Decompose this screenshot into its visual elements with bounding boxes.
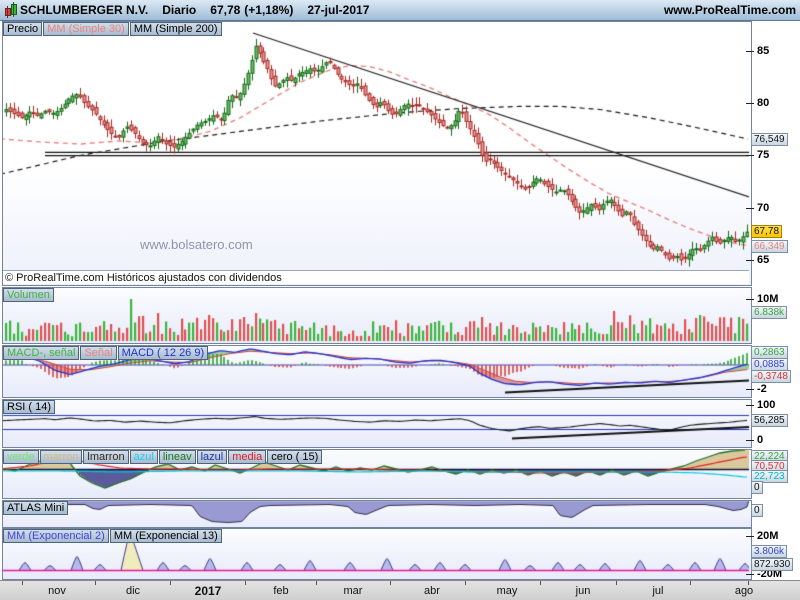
tab-precio[interactable]: Precio <box>3 22 43 36</box>
axis-tick-75: 75 <box>757 149 770 161</box>
quote-date: 27-jul-2017 <box>307 3 370 17</box>
candlestick-icon <box>3 2 18 18</box>
month-tickmark <box>245 581 246 585</box>
axis-tick-10m: 10M <box>757 293 779 305</box>
axis-tick-0: 0 <box>757 434 764 446</box>
axis-tick-2: -2 <box>757 383 767 395</box>
tab-lazul[interactable]: lazul <box>196 450 228 464</box>
macd_panel-tabrow: MACD-, señal Señal MACD ( 12 26 9) <box>3 346 209 360</box>
month-label-feb: feb <box>273 585 289 597</box>
month-label-abr: abr <box>424 585 440 597</box>
axis-tick-20m: 20M <box>757 530 779 542</box>
month-tickmark <box>22 581 23 585</box>
tab-macd-12-26-9[interactable]: MACD ( 12 26 9) <box>117 346 209 360</box>
month-tickmark <box>95 581 96 585</box>
copyright-caption: © ProRealTime.com Históricos ajustados c… <box>3 270 749 284</box>
mm_panel-tabrow: MM (Exponencial 2) MM (Exponencial 13) <box>3 529 223 543</box>
axis-value-box-0-2863: 0,2863 <box>751 346 788 359</box>
month-tickmark <box>690 581 691 585</box>
month-label-ago: ago <box>734 585 754 597</box>
atlas-mini-panel <box>2 500 752 528</box>
month-label-may: may <box>496 585 518 597</box>
tab-lmarron[interactable]: lmarron <box>83 450 129 464</box>
tab-azul[interactable]: azul <box>129 450 158 464</box>
tab-mm-simple-30[interactable]: MM (Simple 30) <box>43 22 129 36</box>
symbol-title: SCHLUMBERGER N.V. <box>20 3 149 17</box>
tab-mm-exponencial-2[interactable]: MM (Exponencial 2) <box>3 529 109 543</box>
axis-tick-70: 70 <box>757 202 770 214</box>
rsi-panel <box>2 399 752 448</box>
axis-tick-65: 65 <box>757 254 770 266</box>
axis-value-box-0: 0 <box>751 504 763 517</box>
last-price: 67,78 <box>210 3 241 17</box>
rsi_panel-tabrow: RSI ( 14) <box>3 400 56 414</box>
tab-mm-simple-200[interactable]: MM (Simple 200) <box>129 22 222 36</box>
axis-value-box-22-224: 22,224 <box>751 450 788 463</box>
axis-value-box-0-3748: -0,3748 <box>751 370 791 383</box>
chart-watermark: www.bolsatero.com <box>140 237 253 252</box>
axis-value-box-0-0885: 0,0885 <box>751 358 788 371</box>
tab-mm-exponencial-13[interactable]: MM (Exponencial 13) <box>109 529 222 543</box>
tab-marron[interactable]: marron <box>39 450 83 464</box>
volume_panel-tabrow: Volumen <box>3 288 55 302</box>
tab-se-al[interactable]: Señal <box>80 346 117 360</box>
volume-panel <box>2 287 752 344</box>
axis-value-box-0: 0 <box>751 481 763 494</box>
price_panel-tabrow: Precio MM (Simple 30) MM (Simple 200) <box>3 22 223 36</box>
month-tickmark <box>540 581 541 585</box>
axis-value-box-6-838k: 6.838k <box>751 306 788 319</box>
month-label-dic: dic <box>125 585 141 597</box>
price-change: (+1,18%) <box>244 3 294 17</box>
tab-media[interactable]: media <box>228 450 267 464</box>
month-label-jul: jul <box>652 585 664 597</box>
axis-value-box-22-723: 22,723 <box>751 470 788 483</box>
atlas_panel-tabrow: ATLAS Mini <box>3 501 69 515</box>
axis-value-box-872-930: 872.930 <box>751 558 794 571</box>
axis-value-box-76-549: 76,549 <box>751 133 788 146</box>
axis-value-box-3-806k: 3.806k <box>751 545 788 558</box>
custom_panel-tabrow: verde marron lmarron azul lineav lazul media ce… <box>3 450 323 464</box>
month-tickmark <box>170 581 171 585</box>
month-tickmark <box>465 581 466 585</box>
tab-atlas-mini[interactable]: ATLAS Mini <box>3 501 69 515</box>
axis-value-box-67-78: 67,78 <box>751 225 783 238</box>
axis-value-box-66-349: 66,349 <box>751 240 788 253</box>
axis-tick-85: 85 <box>757 45 770 57</box>
axis-value-box-56-285: 56,285 <box>751 414 788 427</box>
month-label-2017: 2017 <box>194 584 222 598</box>
month-label-mar: mar <box>343 585 363 597</box>
price-panel <box>2 21 752 286</box>
month-tickmark <box>316 581 317 585</box>
axis-tick-80: 80 <box>757 97 770 109</box>
tab-lineav[interactable]: lineav <box>158 450 196 464</box>
month-label-nov: nov <box>48 585 66 597</box>
title-bar: SCHLUMBERGER N.V. Diario 67,78 (+1,18%) … <box>0 0 800 21</box>
month-tickmark <box>390 581 391 585</box>
tab-cero-15[interactable]: cero ( 15) <box>267 450 323 464</box>
tab-verde[interactable]: verde <box>3 450 39 464</box>
time-axis: nov dic 2017 feb mar abr may jun jul ago <box>0 580 800 600</box>
axis-value-box-70-570: 70,570 <box>751 460 788 473</box>
site-watermark: www.ProRealTime.com <box>663 3 796 17</box>
axis-tick-20m: -20M <box>757 568 783 580</box>
month-label-jun: jun <box>575 585 591 597</box>
timeframe-label: Diario <box>162 3 197 17</box>
tab-macd-se-al[interactable]: MACD-, señal <box>3 346 80 360</box>
axis-tick-100: 100 <box>757 399 776 411</box>
tab-rsi-14[interactable]: RSI ( 14) <box>3 400 56 414</box>
month-tickmark <box>616 581 617 585</box>
tab-volumen[interactable]: Volumen <box>3 288 54 302</box>
